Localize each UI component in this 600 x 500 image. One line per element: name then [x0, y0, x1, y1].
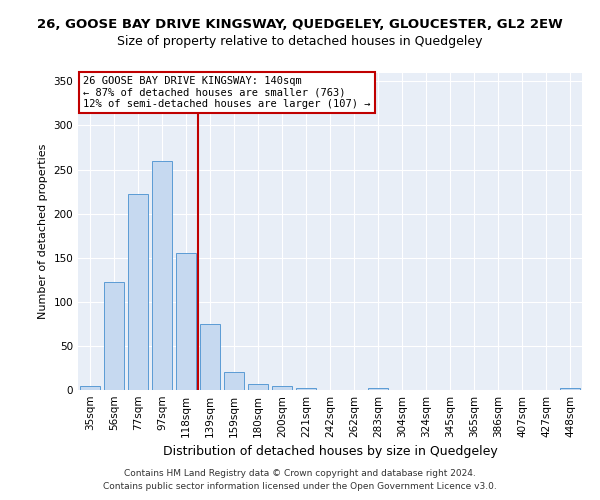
- Bar: [80, 386, 100, 390]
- X-axis label: Distribution of detached houses by size in Quedgeley: Distribution of detached houses by size …: [163, 446, 497, 458]
- Y-axis label: Number of detached properties: Number of detached properties: [38, 144, 48, 319]
- Text: Contains HM Land Registry data © Crown copyright and database right 2024.: Contains HM Land Registry data © Crown c…: [124, 468, 476, 477]
- Bar: [176, 254, 196, 390]
- Text: Contains public sector information licensed under the Open Government Licence v3: Contains public sector information licen…: [103, 482, 497, 491]
- Bar: [152, 160, 172, 390]
- Text: Size of property relative to detached houses in Quedgeley: Size of property relative to detached ho…: [117, 35, 483, 48]
- Bar: [128, 194, 148, 390]
- Bar: [296, 388, 316, 390]
- Bar: [368, 388, 388, 390]
- Bar: [248, 384, 268, 390]
- Bar: [272, 386, 292, 390]
- Text: 26, GOOSE BAY DRIVE KINGSWAY, QUEDGELEY, GLOUCESTER, GL2 2EW: 26, GOOSE BAY DRIVE KINGSWAY, QUEDGELEY,…: [37, 18, 563, 30]
- Bar: [200, 324, 220, 390]
- Bar: [224, 372, 244, 390]
- Bar: [560, 388, 580, 390]
- Text: 26 GOOSE BAY DRIVE KINGSWAY: 140sqm
← 87% of detached houses are smaller (763)
1: 26 GOOSE BAY DRIVE KINGSWAY: 140sqm ← 87…: [83, 76, 371, 109]
- Bar: [104, 282, 124, 390]
